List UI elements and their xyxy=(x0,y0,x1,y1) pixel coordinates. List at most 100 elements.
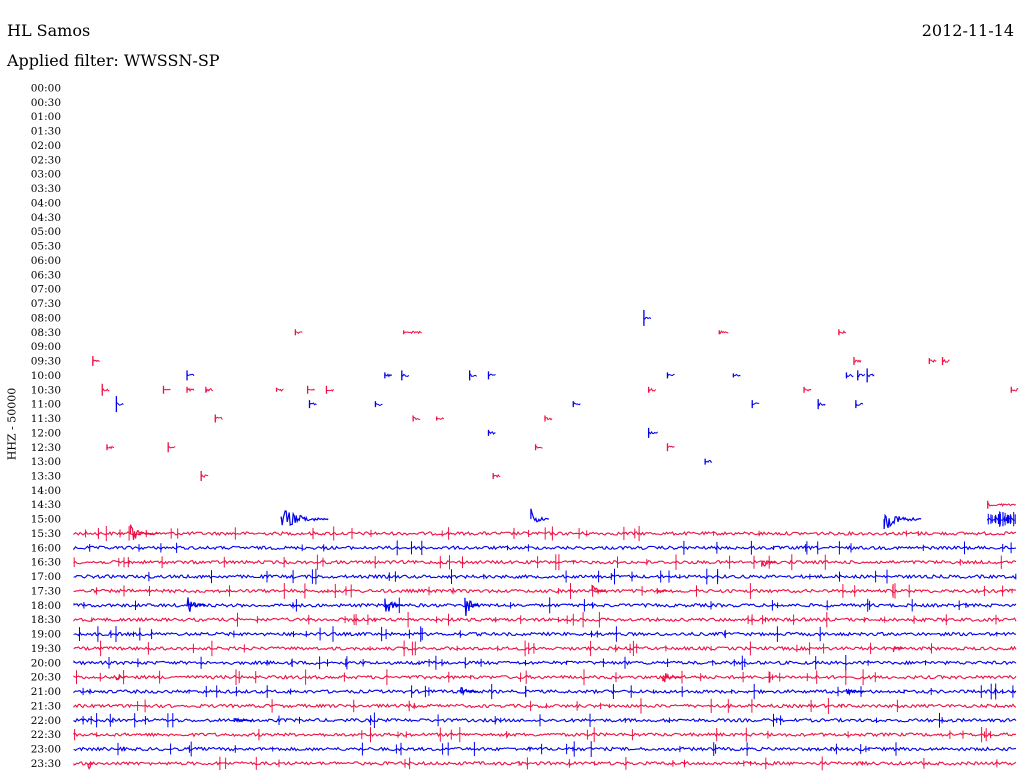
event-mark xyxy=(294,329,303,336)
time-label: 17:00 xyxy=(31,571,61,583)
seismic-burst xyxy=(115,673,126,681)
event-mark xyxy=(325,385,334,394)
event-mark xyxy=(704,458,713,465)
record-date: 2012-11-14 xyxy=(921,21,1014,40)
station-title: HL Samos xyxy=(7,21,91,40)
event-mark xyxy=(167,442,176,453)
seismic-burst xyxy=(186,597,206,612)
event-mark xyxy=(817,399,826,410)
seismic-burst xyxy=(233,717,253,723)
event-mark xyxy=(487,371,496,380)
seismic-burst xyxy=(280,510,329,527)
trace-lines xyxy=(73,508,1017,771)
time-label: 21:30 xyxy=(31,700,61,712)
event-mark xyxy=(92,356,100,367)
trace-line xyxy=(73,660,1017,666)
time-label: 08:00 xyxy=(31,312,61,324)
trace-line xyxy=(73,545,1017,551)
time-label: 19:00 xyxy=(31,629,61,641)
time-label: 00:30 xyxy=(31,97,61,109)
event-mark xyxy=(928,358,937,365)
event-mark xyxy=(205,386,214,393)
event-mark xyxy=(803,386,812,393)
trace-line xyxy=(73,588,1017,594)
event-mark xyxy=(275,387,284,392)
time-label: 07:30 xyxy=(31,298,61,310)
time-label: 16:30 xyxy=(31,557,61,569)
time-label: 21:00 xyxy=(31,686,61,698)
time-label: 22:00 xyxy=(31,715,61,727)
time-label: 19:30 xyxy=(31,643,61,655)
time-label: 13:30 xyxy=(31,470,61,482)
trace-line xyxy=(73,760,1017,767)
event-mark xyxy=(106,444,115,451)
seismic-burst xyxy=(662,672,682,683)
trace-line xyxy=(73,746,1017,752)
trace-line xyxy=(73,703,1017,709)
event-mark xyxy=(308,400,317,409)
time-label: 17:30 xyxy=(31,585,61,597)
time-label: 05:30 xyxy=(31,241,61,253)
seismic-burst xyxy=(459,686,479,697)
event-mark xyxy=(732,373,741,378)
time-label: 09:00 xyxy=(31,341,61,353)
seismic-burst xyxy=(892,646,903,653)
time-label: 12:30 xyxy=(31,442,61,454)
event-mark xyxy=(857,370,866,381)
trace-line xyxy=(73,732,1017,738)
time-label: 05:00 xyxy=(31,226,61,238)
event-mark xyxy=(162,385,171,394)
event-mark xyxy=(941,357,950,366)
event-mark xyxy=(572,401,581,408)
time-label: 01:30 xyxy=(31,126,61,138)
event-marks xyxy=(92,309,1019,509)
seismic-burst xyxy=(384,598,404,612)
time-label: 13:00 xyxy=(31,456,61,468)
trace-line xyxy=(73,645,1017,652)
event-mark xyxy=(492,472,501,479)
event-mark xyxy=(306,385,315,394)
time-label: 22:30 xyxy=(31,729,61,741)
seismic-burst xyxy=(657,589,668,594)
event-mark xyxy=(403,330,422,335)
event-mark xyxy=(384,372,393,379)
trace-line xyxy=(73,717,1017,723)
event-mark xyxy=(751,400,760,409)
seismic-burst xyxy=(883,513,922,530)
time-label: 02:00 xyxy=(31,140,61,152)
time-label: 15:00 xyxy=(31,514,61,526)
time-label: 14:00 xyxy=(31,485,61,497)
trace-line xyxy=(73,674,1017,680)
time-label: 18:30 xyxy=(31,614,61,626)
time-label: 04:00 xyxy=(31,197,61,209)
time-label: 03:30 xyxy=(31,183,61,195)
time-label: 07:00 xyxy=(31,284,61,296)
time-label: 23:00 xyxy=(31,744,61,756)
trace-line xyxy=(73,616,1017,623)
time-label: 04:30 xyxy=(31,212,61,224)
time-label: 00:00 xyxy=(31,83,61,95)
time-label: 16:00 xyxy=(31,542,61,554)
applied-filter: Applied filter: WWSSN-SP xyxy=(7,51,220,70)
trace-line xyxy=(73,573,1017,580)
seismic-burst xyxy=(845,688,865,696)
event-mark xyxy=(987,500,1016,509)
event-mark xyxy=(647,427,658,438)
event-mark xyxy=(853,357,862,366)
event-mark xyxy=(214,414,223,423)
trace-line xyxy=(73,688,1017,695)
time-label: 10:30 xyxy=(31,384,61,396)
event-mark xyxy=(718,330,729,335)
event-mark xyxy=(487,429,496,436)
event-mark xyxy=(412,415,421,422)
event-mark xyxy=(838,329,846,336)
time-label: 02:30 xyxy=(31,154,61,166)
trace-line xyxy=(73,631,1017,637)
time-label: 01:00 xyxy=(31,111,61,123)
trace-line xyxy=(73,602,1017,609)
seismic-burst xyxy=(761,559,776,567)
event-mark xyxy=(436,416,445,421)
event-mark xyxy=(101,383,110,396)
event-mark xyxy=(666,443,675,452)
